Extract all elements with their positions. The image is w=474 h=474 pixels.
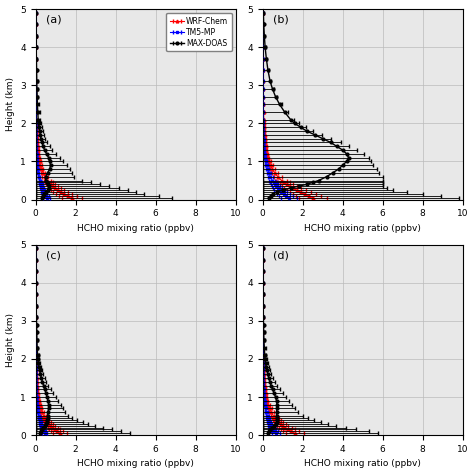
Legend: WRF-Chem, TM5-MP, MAX-DOAS: WRF-Chem, TM5-MP, MAX-DOAS — [166, 13, 232, 51]
Y-axis label: Height (km): Height (km) — [6, 313, 15, 367]
X-axis label: HCHO mixing ratio (ppbv): HCHO mixing ratio (ppbv) — [77, 224, 194, 233]
Y-axis label: Height (km): Height (km) — [6, 77, 15, 131]
Text: (b): (b) — [273, 15, 288, 25]
X-axis label: HCHO mixing ratio (ppbv): HCHO mixing ratio (ppbv) — [304, 459, 421, 468]
X-axis label: HCHO mixing ratio (ppbv): HCHO mixing ratio (ppbv) — [304, 224, 421, 233]
Text: (a): (a) — [46, 15, 61, 25]
Text: (d): (d) — [273, 250, 288, 260]
Text: (c): (c) — [46, 250, 61, 260]
X-axis label: HCHO mixing ratio (ppbv): HCHO mixing ratio (ppbv) — [77, 459, 194, 468]
